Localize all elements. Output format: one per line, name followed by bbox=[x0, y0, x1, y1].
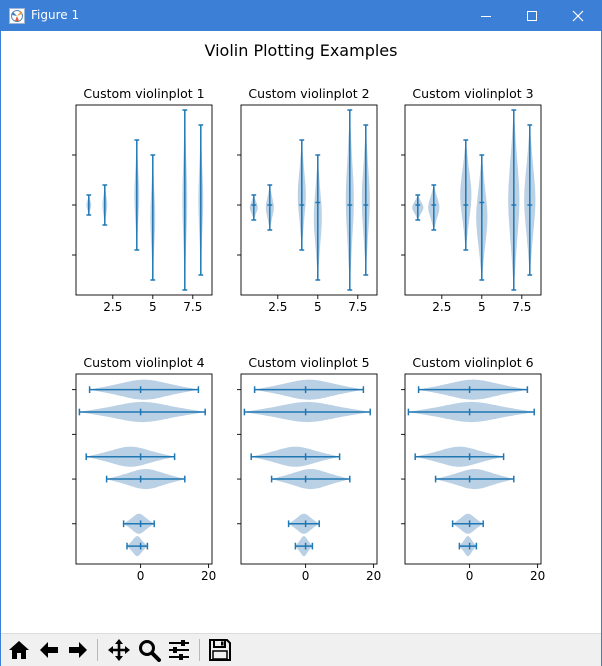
home-button[interactable] bbox=[5, 636, 33, 664]
x-tick-label: 20 bbox=[366, 569, 381, 583]
x-tick-label: 20 bbox=[201, 569, 216, 583]
close-button[interactable] bbox=[555, 1, 601, 31]
zoom-icon bbox=[139, 640, 161, 662]
subplot-title: Custom violinplot 4 bbox=[83, 355, 204, 370]
x-tick-label: 7.5 bbox=[348, 300, 367, 314]
subplot-title: Custom violinplot 1 bbox=[83, 86, 204, 101]
x-tick-label: 5 bbox=[314, 300, 322, 314]
subplot-6: Custom violinplot 6 0 20 bbox=[401, 355, 545, 583]
x-tick-label: 7.5 bbox=[183, 300, 202, 314]
home-icon bbox=[9, 641, 29, 659]
x-tick-label: 7.5 bbox=[512, 300, 531, 314]
window-title: Figure 1 bbox=[31, 8, 80, 22]
axes-frame bbox=[404, 373, 542, 565]
pan-icon bbox=[108, 639, 130, 661]
maximize-icon bbox=[527, 11, 537, 21]
x-tick-label: 2.5 bbox=[103, 300, 122, 314]
close-icon bbox=[572, 10, 584, 22]
subplot-3: Custom violinplot 3 2.5 5 7.5 bbox=[401, 86, 542, 314]
subplot-4: Custom violinplot 4 0 20 bbox=[72, 355, 216, 583]
x-tick-label: 2.5 bbox=[432, 300, 451, 314]
axes-frame bbox=[75, 104, 213, 296]
axes-frame bbox=[404, 104, 542, 296]
subplot-title: Custom violinplot 5 bbox=[248, 355, 369, 370]
pan-button[interactable] bbox=[105, 636, 133, 664]
minimize-icon bbox=[481, 16, 491, 17]
x-tick-label: 0 bbox=[302, 569, 310, 583]
subplot-2: Custom violinplot 2 2.5 5 7.5 bbox=[237, 86, 378, 314]
configure-subplots-icon bbox=[169, 640, 189, 660]
axes-frame bbox=[75, 373, 213, 565]
matplotlib-logo-icon bbox=[9, 8, 25, 24]
figure-title: Violin Plotting Examples bbox=[205, 41, 398, 60]
x-tick-label: 5 bbox=[478, 300, 486, 314]
toolbar-separator bbox=[199, 639, 200, 661]
save-button[interactable] bbox=[206, 636, 234, 664]
x-tick-label: 2.5 bbox=[268, 300, 287, 314]
title-bar[interactable]: Figure 1 bbox=[1, 1, 601, 31]
configure-subplots-button[interactable] bbox=[165, 636, 193, 664]
subplot-title: Custom violinplot 2 bbox=[248, 86, 369, 101]
subplot-title: Custom violinplot 6 bbox=[412, 355, 533, 370]
zoom-button[interactable] bbox=[135, 636, 163, 664]
x-tick-label: 0 bbox=[466, 569, 474, 583]
subplot-1: Custom violinplot 1 2.5 5 7.5 bbox=[72, 86, 213, 314]
figure-svg: Violin Plotting Examples Custom violinpl… bbox=[72, 41, 545, 583]
back-arrow-icon bbox=[40, 642, 58, 658]
x-tick-label: 0 bbox=[137, 569, 145, 583]
x-tick-label: 5 bbox=[149, 300, 157, 314]
minimize-button[interactable] bbox=[463, 1, 509, 31]
x-tick-label: 20 bbox=[530, 569, 545, 583]
toolbar-separator bbox=[97, 639, 98, 661]
forward-arrow-icon bbox=[69, 642, 87, 658]
axes-frame bbox=[240, 373, 378, 565]
maximize-button[interactable] bbox=[509, 1, 555, 31]
back-button[interactable] bbox=[35, 636, 63, 664]
subplot-5: Custom violinplot 5 0 20 bbox=[237, 355, 381, 583]
subplot-title: Custom violinplot 3 bbox=[412, 86, 533, 101]
axes-frame bbox=[240, 104, 378, 296]
figure-canvas[interactable]: Violin Plotting Examples Custom violinpl… bbox=[1, 31, 601, 633]
save-icon bbox=[209, 639, 231, 661]
forward-button[interactable] bbox=[64, 636, 92, 664]
navigation-toolbar bbox=[1, 633, 601, 666]
